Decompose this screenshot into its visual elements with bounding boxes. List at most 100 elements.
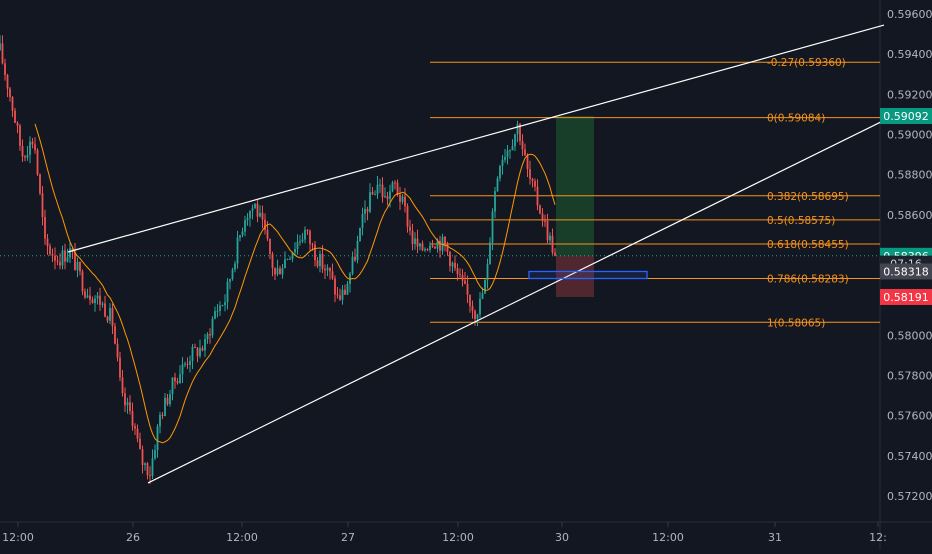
candle-body <box>494 191 496 212</box>
candle-body <box>449 251 451 267</box>
candle-body <box>414 238 416 245</box>
candle-body <box>24 156 26 158</box>
time-tick-label: 27 <box>341 531 355 544</box>
candle-body <box>6 74 9 89</box>
candle-body <box>551 235 554 253</box>
candle-body <box>246 218 249 221</box>
candle-body <box>326 267 329 271</box>
price-badge-label: 0.59092 <box>883 110 929 123</box>
candle-body <box>194 346 196 348</box>
candle-body <box>184 363 186 365</box>
candle-body <box>464 280 466 284</box>
candle-body <box>136 428 139 439</box>
candle-body <box>124 393 126 406</box>
candle-body <box>59 261 61 266</box>
candle-body <box>146 463 149 476</box>
fibonacci-retracement[interactable]: -0.27(0.59360) 0(0.59084) 0.382(0.58695) 0.… <box>430 57 880 329</box>
candle-body <box>241 231 244 236</box>
candle-body <box>66 257 69 262</box>
candle-body <box>139 438 141 450</box>
candle-body <box>104 303 106 317</box>
candle-body <box>19 125 21 146</box>
candle-body <box>21 145 24 157</box>
candle-body <box>169 394 171 405</box>
upper-trendline <box>67 24 885 253</box>
candle-body <box>336 294 339 296</box>
time-axis[interactable]: 12:00 26 12:00 27 12:00 30 12:00 31 12: <box>2 522 887 544</box>
time-tick-label: 12:00 <box>442 531 474 544</box>
candle-body <box>396 182 399 195</box>
lower-trendline <box>147 119 885 484</box>
candle-body <box>539 205 541 214</box>
fib-level-label: 0.382(0.58695) <box>767 191 849 203</box>
candle-body <box>174 377 176 382</box>
price-tick-label: 0.59400 <box>887 48 932 61</box>
candle-body <box>309 230 311 244</box>
candle-body <box>224 302 226 306</box>
candle-body <box>244 220 246 232</box>
candle-body <box>404 196 406 207</box>
candle-body <box>461 275 464 281</box>
candle-body <box>81 271 84 292</box>
candle-body <box>111 308 114 327</box>
candle-body <box>451 262 454 267</box>
candle-body <box>51 254 54 256</box>
target-zone <box>556 116 594 256</box>
candle-body <box>399 194 401 202</box>
candle-body <box>69 248 71 258</box>
candle-body <box>134 426 136 429</box>
price-tick-label: 0.57400 <box>887 450 932 463</box>
candle-body <box>319 254 321 267</box>
candle-body <box>441 236 444 251</box>
candle-body <box>456 268 459 275</box>
price-badge-level <box>880 263 932 280</box>
candle-body <box>394 182 396 184</box>
candle-body <box>249 210 251 219</box>
candle-body <box>541 213 544 221</box>
candle-body <box>354 256 356 261</box>
candle-body <box>191 346 194 361</box>
candle-body <box>454 262 456 269</box>
candle-body <box>529 169 531 179</box>
candle-body <box>36 150 39 175</box>
candle-body <box>474 310 476 319</box>
candle-body <box>344 289 346 295</box>
candle-body <box>216 310 219 312</box>
candle-body <box>491 211 494 243</box>
candle-body <box>289 258 291 260</box>
candle-body <box>419 243 421 247</box>
candle-body <box>504 157 506 160</box>
candle-body <box>334 278 336 295</box>
candle-body <box>14 110 16 123</box>
candle-body <box>201 348 204 351</box>
candle-body <box>439 240 441 251</box>
candle-body <box>116 343 119 358</box>
candle-body <box>74 251 76 271</box>
candle-body <box>296 242 299 250</box>
price-badge-current <box>880 108 932 125</box>
candle-body <box>16 122 19 126</box>
candle-body <box>94 298 96 304</box>
candle-body <box>259 212 261 217</box>
candle-body <box>29 141 31 156</box>
candle-body <box>91 299 94 304</box>
candle-body <box>199 348 201 357</box>
trendlines[interactable] <box>67 24 885 484</box>
candle-body <box>144 463 146 465</box>
candle-body <box>321 254 324 269</box>
fib-level-label: 0.5(0.58575) <box>767 215 835 227</box>
candle-body <box>446 243 449 252</box>
candle-body <box>206 334 209 340</box>
price-axis[interactable]: 0.59600 0.59400 0.59200 0.59000 0.58800 0.586… <box>887 8 932 503</box>
zone-rectangle[interactable] <box>528 270 648 280</box>
candle-body <box>506 150 509 158</box>
position-tool[interactable] <box>556 116 594 297</box>
zone-box <box>528 270 648 280</box>
price-tick-label: 0.59200 <box>887 88 932 101</box>
moving-average <box>34 123 556 444</box>
candle-body <box>421 243 424 251</box>
candle-body <box>316 260 319 267</box>
candle-body <box>339 295 341 300</box>
